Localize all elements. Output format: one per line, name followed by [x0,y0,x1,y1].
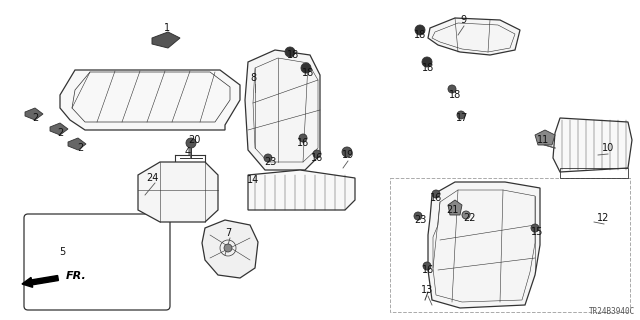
Text: 18: 18 [414,30,426,40]
Circle shape [457,111,465,119]
Polygon shape [248,170,355,210]
Circle shape [264,154,272,162]
Circle shape [531,224,539,232]
Text: 23: 23 [414,215,426,225]
Text: 2: 2 [77,143,83,153]
Text: 23: 23 [264,157,276,167]
Text: 13: 13 [421,285,433,295]
FancyArrow shape [22,276,58,287]
Circle shape [414,212,422,220]
Circle shape [448,85,456,93]
Text: 15: 15 [531,227,543,237]
Text: 18: 18 [449,90,461,100]
Text: 2: 2 [57,128,63,138]
Circle shape [462,211,470,219]
Text: 18: 18 [302,68,314,78]
Polygon shape [50,123,68,135]
Text: 21: 21 [446,205,458,215]
Text: 11: 11 [537,135,549,145]
Text: 12: 12 [597,213,609,223]
Text: 5: 5 [59,247,65,257]
Circle shape [313,150,321,158]
Polygon shape [68,138,86,150]
Text: 19: 19 [342,150,354,160]
Text: 17: 17 [456,113,468,123]
Circle shape [224,244,232,252]
Text: 7: 7 [225,228,231,238]
Text: 14: 14 [247,175,259,185]
Circle shape [301,63,311,73]
Text: 16: 16 [430,193,442,203]
Polygon shape [60,70,240,130]
Polygon shape [202,220,258,278]
Polygon shape [553,118,632,172]
Circle shape [186,138,196,148]
Polygon shape [152,32,180,48]
Polygon shape [138,162,218,222]
Text: 22: 22 [463,213,476,223]
Text: TR24B3940C: TR24B3940C [589,307,635,316]
Bar [390,178,630,312]
Text: 16: 16 [422,265,434,275]
Text: 9: 9 [460,15,466,25]
Circle shape [342,147,352,157]
Text: 18: 18 [287,50,299,60]
Text: 24: 24 [146,173,158,183]
Circle shape [285,47,295,57]
Circle shape [432,190,440,198]
Circle shape [423,262,431,270]
Circle shape [422,57,432,67]
Polygon shape [448,200,462,215]
Text: 18: 18 [422,63,434,73]
Circle shape [415,25,425,35]
Text: FR.: FR. [66,271,87,281]
Circle shape [299,134,307,142]
Text: 1: 1 [164,23,170,33]
Polygon shape [25,108,43,120]
Text: 8: 8 [250,73,256,83]
Text: 2: 2 [32,113,38,123]
Polygon shape [428,182,540,308]
Text: 16: 16 [311,153,323,163]
Polygon shape [535,130,555,145]
Text: 10: 10 [602,143,614,153]
Polygon shape [245,50,320,170]
Polygon shape [428,18,520,55]
Text: 16: 16 [297,138,309,148]
Text: 20: 20 [188,135,200,145]
Text: 4: 4 [185,147,191,157]
